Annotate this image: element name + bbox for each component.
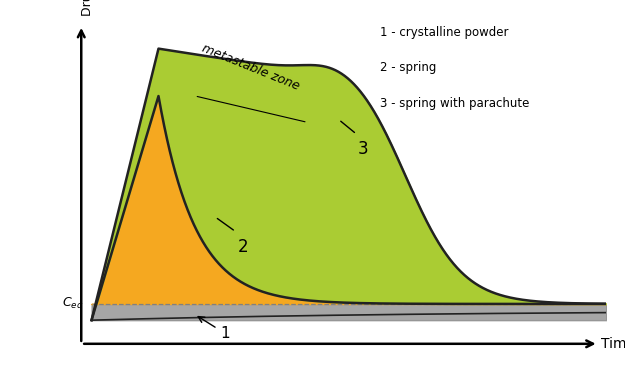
Text: 3 - spring with parachute: 3 - spring with parachute [381,97,530,110]
Text: $C_{eq}$: $C_{eq}$ [62,295,84,312]
Text: 1 - crystalline powder: 1 - crystalline powder [381,26,509,39]
Text: 3: 3 [358,140,369,158]
Text: Time: Time [601,337,625,351]
Text: Drug concentration: Drug concentration [81,0,94,16]
Text: 2 - spring: 2 - spring [381,62,437,74]
Text: 2: 2 [238,238,249,256]
Text: metastable zone: metastable zone [199,42,301,93]
Text: 1: 1 [198,317,230,341]
